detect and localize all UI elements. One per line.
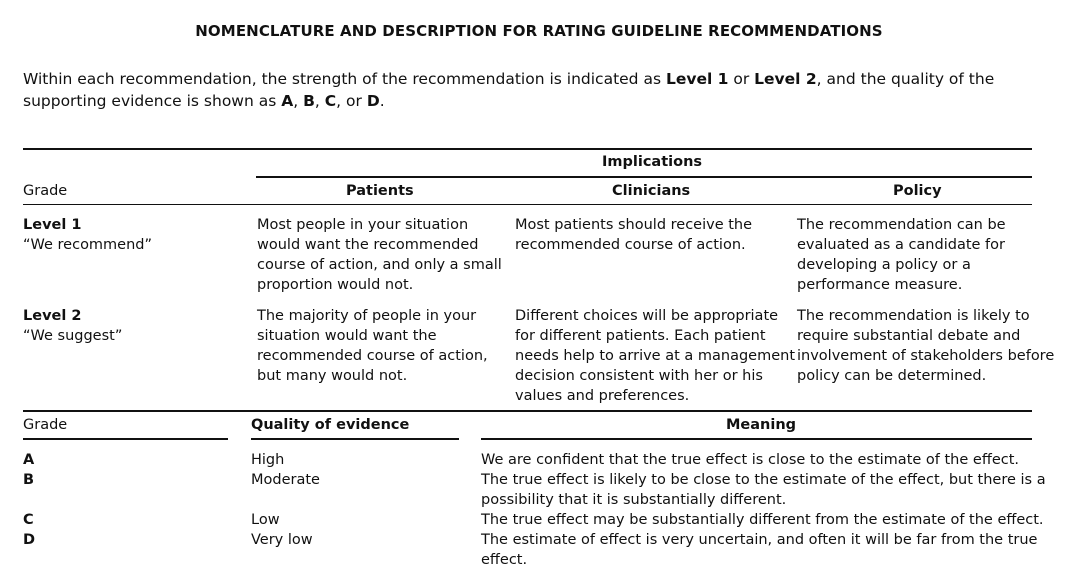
level-1-grade-cell: Level 1 “We recommend” bbox=[23, 215, 152, 255]
level-label: Level 1 bbox=[23, 217, 82, 233]
text-line: situation would want the bbox=[257, 328, 437, 344]
intro-text: , bbox=[293, 92, 304, 110]
implications-rule bbox=[256, 176, 1032, 178]
text-line: require substantial debate and bbox=[797, 328, 1021, 344]
level-phrase: “We suggest” bbox=[23, 328, 123, 344]
text-line: Most patients should receive the bbox=[515, 217, 753, 233]
text-line: Most people in your situation bbox=[257, 217, 469, 233]
level-label: Level 2 bbox=[23, 308, 82, 324]
grade-a: A bbox=[23, 452, 35, 468]
quality-high: High bbox=[251, 452, 285, 468]
level-2-clinicians-cell: Different choices will be appropriate fo… bbox=[515, 306, 795, 406]
text-line: We are confident that the true effect is… bbox=[481, 452, 1020, 468]
text-line: recommended course of action, bbox=[257, 348, 488, 364]
grade-b: B bbox=[23, 472, 35, 488]
intro-grade-a: A bbox=[281, 92, 294, 110]
quality-very-low: Very low bbox=[251, 532, 313, 548]
text-line: proportion would not. bbox=[257, 277, 414, 293]
text-line: for different patients. Each patient bbox=[515, 328, 766, 344]
quality-header: Quality of evidence bbox=[251, 417, 410, 433]
text-line: course of action, and only a small bbox=[257, 257, 502, 273]
intro-text: Within each recommendation, the strength… bbox=[23, 70, 666, 88]
meaning-d: The estimate of effect is very uncertain… bbox=[481, 530, 1078, 570]
text-line: possibility that it is substantially dif… bbox=[481, 492, 787, 508]
implications-header: Implications bbox=[602, 154, 703, 170]
text-line: The recommendation is likely to bbox=[797, 308, 1030, 324]
level-1-policy-cell: The recommendation can be evaluated as a… bbox=[797, 215, 1006, 295]
header-bottom-rule bbox=[23, 204, 1032, 205]
text-line: The true effect is likely to be close to… bbox=[481, 472, 1046, 488]
intro-grade-b: B bbox=[303, 92, 315, 110]
grade-c: C bbox=[23, 512, 34, 528]
text-line: needs help to arrive at a management bbox=[515, 348, 796, 364]
text-line: performance measure. bbox=[797, 277, 963, 293]
table-top-rule bbox=[23, 148, 1032, 150]
meaning-header: Meaning bbox=[726, 417, 797, 433]
intro-text: , or bbox=[336, 92, 367, 110]
meaning-b: The true effect is likely to be close to… bbox=[481, 470, 1046, 510]
text-line: The recommendation can be bbox=[797, 217, 1006, 233]
grade-d: D bbox=[23, 532, 36, 548]
text-line: developing a policy or a bbox=[797, 257, 971, 273]
level-2-policy-cell: The recommendation is likely to require … bbox=[797, 306, 1054, 386]
text-line: policy can be determined. bbox=[797, 368, 987, 384]
text-line: but many would not. bbox=[257, 368, 408, 384]
intro-text: or bbox=[728, 70, 755, 88]
intro-grade-c: C bbox=[324, 92, 337, 110]
quality-low: Low bbox=[251, 512, 280, 528]
text-line: The true effect may be substantially dif… bbox=[481, 512, 1044, 528]
level-1-patients-cell: Most people in your situation would want… bbox=[257, 215, 502, 295]
table2-header-rule bbox=[481, 438, 1032, 440]
intro-paragraph: Within each recommendation, the strength… bbox=[23, 68, 1048, 112]
grade-header-2: Grade bbox=[23, 417, 68, 433]
intro-text: . bbox=[379, 92, 385, 110]
table2-header-rule bbox=[251, 438, 459, 440]
clinicians-header: Clinicians bbox=[612, 183, 691, 199]
document-title: NOMENCLATURE AND DESCRIPTION FOR RATING … bbox=[195, 22, 883, 40]
text-line: would want the recommended bbox=[257, 237, 479, 253]
level-2-patients-cell: The majority of people in your situation… bbox=[257, 306, 488, 386]
text-line: The majority of people in your bbox=[257, 308, 477, 324]
meaning-c: The true effect may be substantially dif… bbox=[481, 510, 1044, 530]
text-line: evaluated as a candidate for bbox=[797, 237, 1005, 253]
patients-header: Patients bbox=[346, 183, 414, 199]
level-2-grade-cell: Level 2 “We suggest” bbox=[23, 306, 122, 346]
intro-level-2: Level 2 bbox=[754, 70, 817, 88]
text-line: involvement of stakeholders before bbox=[797, 348, 1055, 364]
text-line: Different choices will be appropriate bbox=[515, 308, 779, 324]
policy-header: Policy bbox=[893, 183, 942, 199]
level-1-clinicians-cell: Most patients should receive the recomme… bbox=[515, 215, 752, 255]
grade-header: Grade bbox=[23, 183, 68, 199]
quality-moderate: Moderate bbox=[251, 472, 320, 488]
intro-grade-d: D bbox=[366, 92, 380, 110]
intro-text: , bbox=[314, 92, 325, 110]
intro-text: , and the quality of the supporting evid… bbox=[23, 70, 995, 110]
meaning-a: We are confident that the true effect is… bbox=[481, 450, 1019, 470]
text-line: values and preferences. bbox=[515, 388, 690, 404]
table2-top-rule bbox=[23, 410, 1032, 412]
level-phrase: “We recommend” bbox=[23, 237, 153, 253]
text-line: recommended course of action. bbox=[515, 237, 746, 253]
intro-level-1: Level 1 bbox=[665, 70, 729, 88]
text-line: The estimate of effect is very uncertain… bbox=[481, 532, 1038, 568]
text-line: decision consistent with her or his bbox=[515, 368, 763, 384]
table2-header-rule bbox=[23, 438, 228, 440]
